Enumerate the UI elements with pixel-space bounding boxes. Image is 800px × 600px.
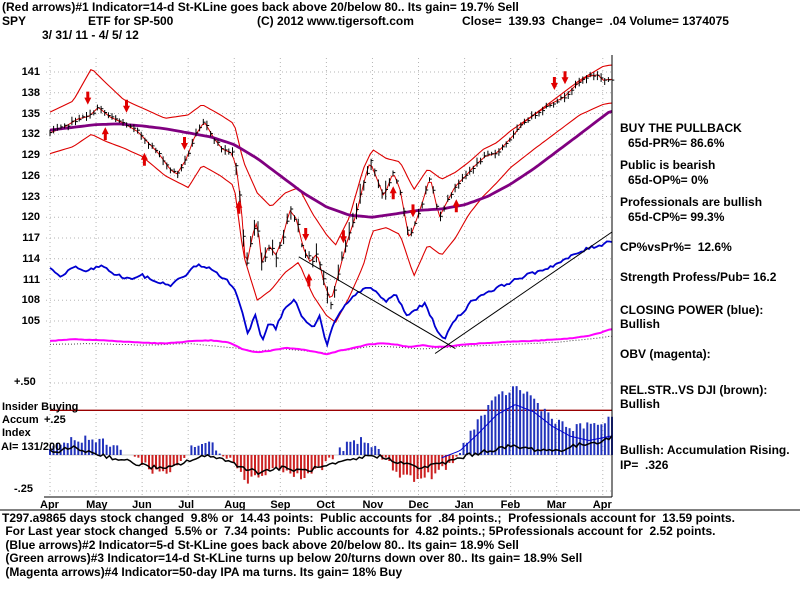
- price-axis-label: 129: [21, 149, 40, 161]
- right-panel-line: REL.STR..VS DJI (brown):: [620, 383, 768, 397]
- right-panel-line: OBV (magenta):: [620, 347, 711, 361]
- ai-value-label: AI= 131/200: [1, 441, 62, 453]
- right-panel-line: Bullish: [620, 317, 661, 331]
- price-axis-label: 135: [21, 107, 40, 120]
- right-panel-line: 65d-OP%= 0%: [628, 173, 709, 187]
- price-axis-label: 126: [21, 169, 40, 182]
- ticker-symbol: SPY: [2, 14, 27, 28]
- price-axis-label: 111: [22, 273, 40, 286]
- right-panel-line: 65d-CP%= 99.3%: [628, 210, 725, 224]
- right-panel-line: 65d-PR%= 86.6%: [628, 136, 725, 150]
- accum-label: Accum: [2, 414, 39, 426]
- price-axis-label: 132: [21, 128, 40, 141]
- right-panel-line: Strength Profess/Pub= 16.2: [620, 270, 777, 284]
- month-label: May: [86, 499, 108, 511]
- ticker-name: ETF for SP-500: [88, 14, 174, 28]
- price-axis-label: 120: [21, 211, 40, 224]
- month-label: Sep: [270, 499, 291, 511]
- footer-line: T297.a9865 days stock changed 9.8% or 14…: [2, 511, 735, 525]
- footer-line: For Last year stock changed 5.5% or 7.34…: [2, 524, 716, 539]
- price-axis-label: 117: [22, 232, 40, 244]
- month-label: Dec: [408, 499, 429, 511]
- month-label: Jan: [454, 499, 474, 511]
- footer-line: (Magenta arrows)#4 Indicator=50-day IPA …: [2, 564, 403, 579]
- right-panel-line: Public is bearish: [620, 158, 716, 172]
- right-panel-line: Bullish: [620, 397, 661, 411]
- price-axis-label: 123: [21, 190, 40, 203]
- footer-line: (Green arrows)#3 Indicator=14-d St-KLine…: [2, 551, 583, 566]
- copyright-text: (C) 2012 www.tigersoft.com: [257, 14, 414, 28]
- month-label: Jul: [178, 499, 195, 511]
- price-axis-label: 138: [21, 86, 40, 99]
- right-panel-line: BUY THE PULLBACK: [620, 121, 742, 135]
- month-label: Aug: [224, 499, 246, 511]
- month-label: Apr: [40, 499, 59, 511]
- minus25-label: -.25: [14, 483, 33, 495]
- quote-summary: Close= 139.93 Change= .04 Volume= 137407…: [462, 14, 729, 28]
- insider-buying-label: Insider Buying: [2, 401, 79, 413]
- right-panel-line: CP%vsPr%= 12.6%: [620, 240, 732, 254]
- footer-line: (Blue arrows)#2 Indicator=5-d St-KLine g…: [2, 537, 519, 552]
- month-label: Jun: [132, 499, 152, 511]
- price-axis-label: 105: [21, 315, 40, 327]
- price-axis-label: 108: [21, 294, 40, 307]
- price-axis-label: 114: [22, 252, 40, 265]
- month-label: Mar: [546, 499, 567, 511]
- date-range: 3/ 31/ 11 - 4/ 5/ 12: [42, 28, 139, 42]
- right-panel-line: Bullish: Accumulation Rising.: [620, 443, 790, 457]
- red-arrow-indicator-legend: (Red arrows)#1 Indicator=14-d St-KLine g…: [2, 0, 519, 14]
- month-label: Apr: [592, 499, 612, 511]
- month-label: Nov: [362, 499, 384, 511]
- plus50-label: +.50: [14, 376, 36, 388]
- price-axis-label: 141: [21, 66, 40, 78]
- index-label: Index: [2, 427, 31, 439]
- month-label: Oct: [316, 499, 335, 511]
- month-label: Feb: [500, 499, 521, 511]
- right-panel-line: CLOSING POWER (blue):: [620, 303, 764, 317]
- right-panel-line: Professionals are bullish: [620, 195, 763, 209]
- plus25-label: +.25: [44, 414, 66, 426]
- right-panel-line: IP= .326: [620, 458, 669, 472]
